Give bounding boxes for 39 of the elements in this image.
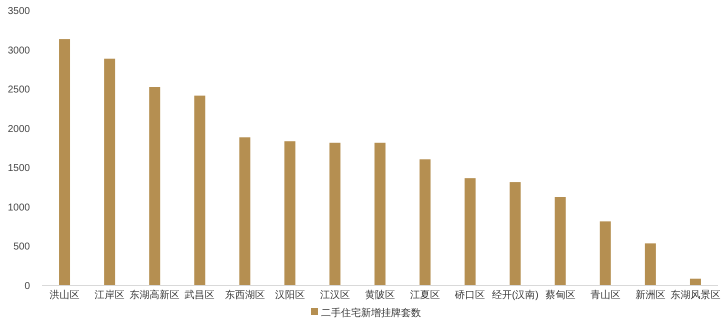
x-tick-label: 江岸区	[94, 289, 125, 301]
x-tick-label: 新洲区	[635, 289, 666, 301]
bar	[194, 96, 206, 285]
y-tick-label: 1500	[8, 163, 30, 174]
y-tick-label: 3000	[8, 45, 30, 56]
y-tick-label: 1000	[8, 202, 30, 214]
x-tick-label: 蔡甸区	[545, 289, 576, 301]
x-tick-label: 江夏区	[410, 289, 440, 301]
bar	[104, 58, 116, 285]
bar	[600, 221, 611, 285]
y-tick-label: 3500	[8, 6, 30, 17]
x-tick-label: 经开(汉南)	[492, 289, 539, 301]
x-tick-label: 汉阳区	[274, 289, 305, 301]
x-tick-label: 东湖风景区	[670, 289, 720, 301]
bar	[644, 243, 656, 285]
bar	[329, 142, 340, 285]
bar	[420, 159, 431, 285]
x-tick-label: 东湖高新区	[130, 289, 180, 301]
x-tick-label: 东西湖区	[224, 289, 265, 301]
y-tick-label: 500	[13, 242, 30, 253]
x-tick-label: 黄陂区	[365, 289, 395, 301]
bar	[284, 141, 296, 285]
x-tick-label: 硚口区	[454, 289, 486, 301]
y-tick-label: 2000	[8, 124, 30, 135]
x-tick-label: 江汉区	[320, 289, 350, 301]
bar	[149, 87, 160, 285]
bar	[510, 182, 521, 285]
x-tick-label: 武昌区	[184, 289, 215, 301]
y-tick-label: 2500	[8, 84, 30, 96]
bar	[239, 137, 250, 285]
bar	[690, 278, 701, 285]
bar	[554, 197, 566, 285]
bar	[374, 142, 386, 285]
y-tick-label: 0	[24, 281, 30, 292]
legend-label: 二手住宅新增挂牌套数	[321, 307, 421, 319]
bar	[464, 178, 476, 285]
x-tick-label: 青山区	[590, 289, 620, 301]
x-tick-label: 洪山区	[50, 289, 80, 301]
bar	[59, 39, 70, 285]
